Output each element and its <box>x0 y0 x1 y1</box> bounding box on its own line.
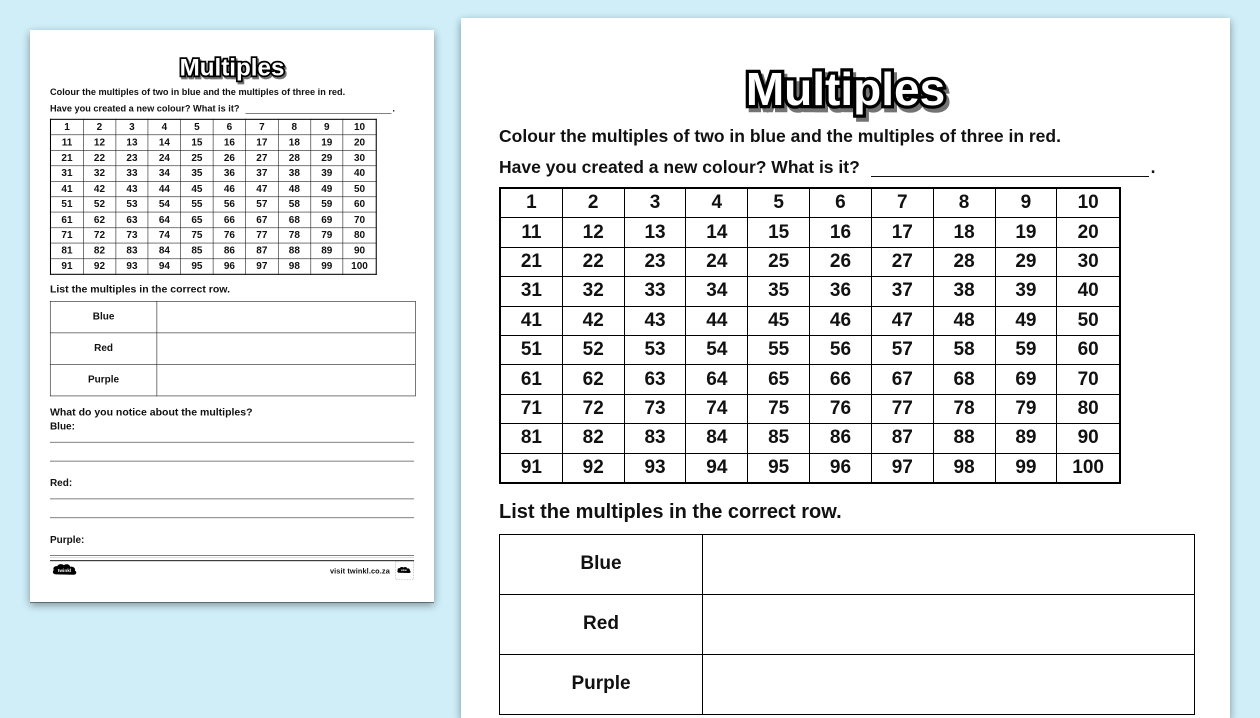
svg-text:value: value <box>401 570 408 572</box>
svg-text:twinkl: twinkl <box>58 568 71 574</box>
